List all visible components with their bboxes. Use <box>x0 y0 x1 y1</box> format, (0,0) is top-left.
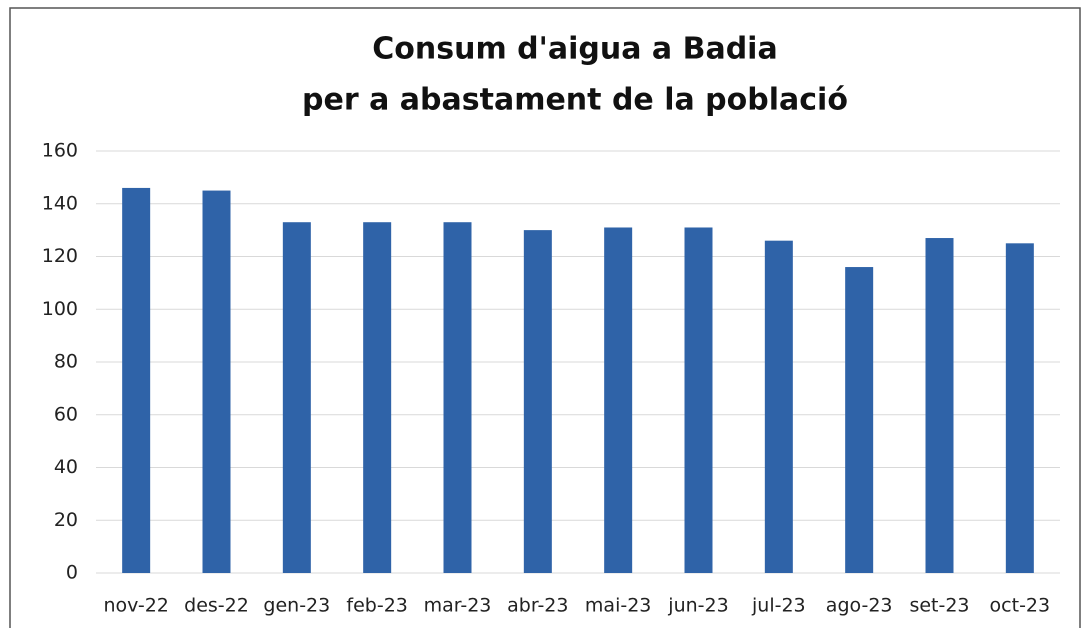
x-tick-label: jul-23 <box>751 595 806 617</box>
y-tick-label: 20 <box>54 509 78 531</box>
bar <box>202 190 231 573</box>
bar <box>1005 243 1034 573</box>
x-tick-label: feb-23 <box>346 595 407 617</box>
y-tick-label: 0 <box>66 562 78 584</box>
chart-subtitle: per a abastament de la població <box>302 83 848 118</box>
bar <box>604 227 633 574</box>
y-tick-label: 120 <box>42 245 78 267</box>
bar <box>764 240 793 574</box>
x-tick-label: ago-23 <box>826 595 893 617</box>
y-tick-label: 160 <box>42 140 78 162</box>
bar <box>684 227 713 574</box>
bar <box>925 238 954 573</box>
x-tick-label: gen-23 <box>263 595 330 617</box>
y-tick-label: 100 <box>42 298 78 320</box>
x-tick-label: oct-23 <box>990 595 1051 617</box>
x-tick-label: mai-23 <box>585 595 651 617</box>
bar <box>845 267 874 573</box>
x-tick-label: abr-23 <box>507 595 568 617</box>
bar <box>122 187 151 574</box>
x-tick-label: set-23 <box>909 595 969 617</box>
y-tick-label: 40 <box>54 456 78 478</box>
chart-title: Consum d'aigua a Badia <box>372 32 777 67</box>
y-tick-label: 60 <box>54 403 78 425</box>
x-tick-label: des-22 <box>184 595 249 617</box>
y-tick-label: 140 <box>42 192 78 214</box>
y-tick-label: 80 <box>54 351 78 373</box>
bar <box>523 230 552 573</box>
bar <box>443 222 472 573</box>
bar <box>282 222 311 573</box>
x-tick-label: mar-23 <box>424 595 492 617</box>
x-tick-label: jun-23 <box>667 595 728 617</box>
frame <box>9 7 1081 628</box>
x-tick-label: nov-22 <box>103 595 168 617</box>
bar <box>363 222 392 573</box>
